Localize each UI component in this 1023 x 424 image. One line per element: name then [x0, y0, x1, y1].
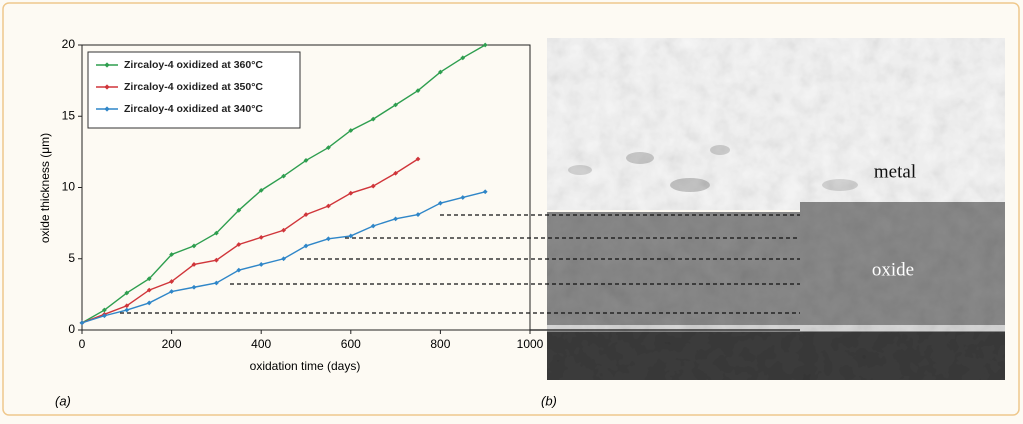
data-point [393, 170, 398, 176]
data-point [460, 195, 466, 200]
data-point [281, 173, 286, 179]
series-line [81, 158, 419, 324]
data-point [482, 42, 488, 48]
data-point [303, 243, 309, 249]
data-point [214, 257, 219, 263]
data-point [370, 223, 376, 229]
data-point [124, 303, 130, 309]
data-point [415, 156, 421, 162]
data-point [191, 284, 197, 290]
data-point [169, 289, 174, 294]
data-point [236, 242, 242, 247]
guide-lines [120, 214, 800, 331]
data-point [370, 183, 376, 189]
data-point [348, 190, 354, 196]
data-point [348, 233, 354, 239]
data-point [303, 212, 309, 217]
data-point [146, 287, 152, 293]
data-point [393, 216, 398, 222]
data-point [326, 236, 331, 242]
image-label: oxide [872, 259, 914, 280]
legend-label: Zircaloy-4 oxidized at 350°C [124, 81, 263, 93]
data-point [236, 207, 242, 213]
data-point [258, 262, 264, 267]
data-point [303, 158, 309, 163]
data-point [191, 243, 197, 249]
data-point [258, 234, 264, 240]
data-point [236, 267, 242, 273]
data-point [460, 55, 466, 61]
data-point [146, 300, 152, 306]
data-point [326, 203, 331, 209]
data-point [146, 276, 152, 282]
data-point [102, 307, 107, 313]
data-point [214, 230, 219, 236]
data-point [348, 128, 354, 133]
data-point [370, 116, 376, 122]
legend-label: Zircaloy-4 oxidized at 340°C [124, 103, 263, 115]
y-tick-label: 15 [62, 108, 76, 122]
data-point [482, 189, 488, 195]
panel-label: (b) [541, 393, 557, 408]
data-point [79, 320, 85, 326]
x-tick-label: 0 [79, 337, 86, 351]
data-point [415, 212, 421, 217]
x-tick-label: 400 [251, 337, 271, 351]
data-point [258, 187, 264, 193]
data-point [438, 69, 443, 75]
data-point [214, 280, 219, 286]
data-point [415, 88, 421, 93]
data-point [102, 313, 107, 319]
data-point [326, 145, 331, 150]
data-point [281, 227, 286, 233]
legend-box [87, 51, 301, 129]
image-label: metal [874, 161, 916, 182]
y-tick-label: 20 [62, 37, 76, 51]
legend-label: Zircaloy-4 oxidized at 360°C [124, 59, 263, 71]
micrograph [547, 38, 1005, 380]
y-tick-label: 10 [62, 180, 76, 194]
y-axis-title: oxide thickness (μm) [38, 133, 52, 243]
data-point [393, 102, 398, 108]
data-point [169, 252, 174, 257]
x-axis-title: oxidation time (days) [250, 359, 361, 373]
data-point [124, 290, 130, 296]
legend-marker [104, 84, 110, 90]
data-point [281, 256, 286, 262]
y-tick-label: 0 [68, 322, 75, 336]
data-point [169, 279, 174, 284]
legend-marker [104, 62, 110, 68]
panel-label: (a) [55, 393, 71, 408]
data-point [124, 307, 130, 313]
x-tick-label: 1000 [517, 337, 544, 351]
x-tick-label: 200 [162, 337, 182, 351]
x-tick-label: 600 [341, 337, 361, 351]
x-tick-label: 800 [430, 337, 450, 351]
data-point [438, 200, 443, 206]
data-point [191, 262, 197, 267]
y-tick-label: 5 [68, 251, 75, 265]
legend-marker [104, 106, 110, 112]
